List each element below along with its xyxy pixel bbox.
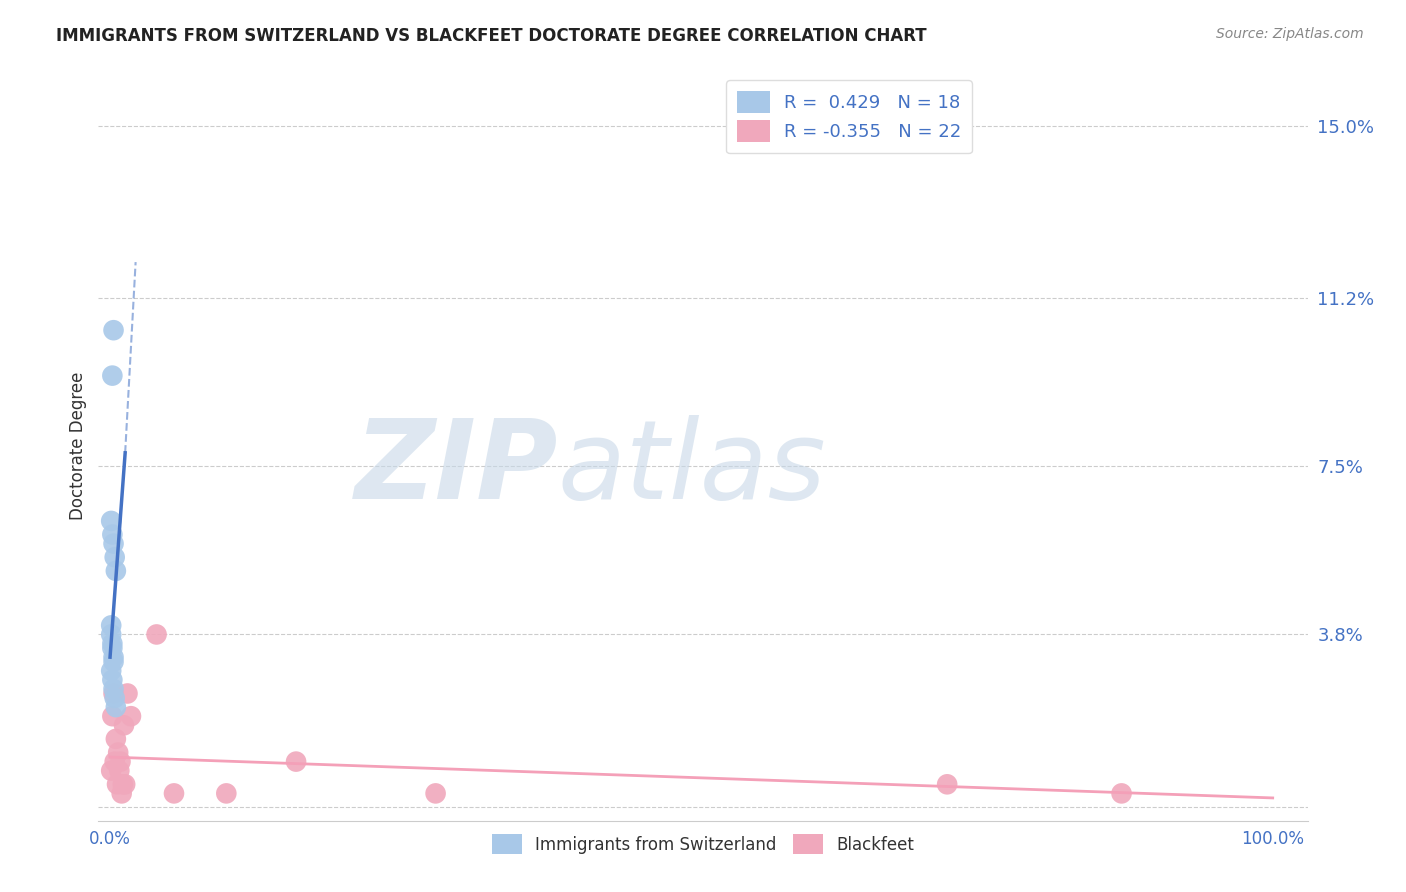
Point (101, 527, 124, 541)
Point (103, 323, 125, 337)
Point (111, 786, 134, 800)
Point (111, 777, 134, 791)
Point (101, 709, 124, 723)
Point (103, 686, 125, 700)
Point (101, 368, 124, 383)
Point (163, 786, 186, 800)
Point (425, 786, 447, 800)
Point (104, 731, 127, 746)
Point (104, 550, 127, 565)
Point (100, 514, 122, 528)
Point (104, 755, 127, 769)
Point (145, 627, 167, 641)
Point (114, 777, 136, 791)
Point (105, 777, 128, 791)
Point (285, 755, 308, 769)
Y-axis label: Doctorate Degree: Doctorate Degree (69, 372, 87, 520)
Text: IMMIGRANTS FROM SWITZERLAND VS BLACKFEET DOCTORATE DEGREE CORRELATION CHART: IMMIGRANTS FROM SWITZERLAND VS BLACKFEET… (56, 27, 927, 45)
Point (101, 636, 124, 650)
Point (103, 655, 125, 669)
Text: Source: ZipAtlas.com: Source: ZipAtlas.com (1216, 27, 1364, 41)
Point (101, 641, 124, 656)
Text: atlas: atlas (558, 415, 827, 522)
Point (104, 564, 127, 578)
Point (100, 618, 122, 632)
Point (103, 650, 125, 665)
Point (101, 673, 124, 687)
Point (120, 709, 142, 723)
Point (104, 691, 127, 706)
Point (104, 700, 127, 714)
Point (117, 686, 139, 700)
Point (100, 664, 122, 678)
Point (936, 777, 959, 791)
Point (103, 536, 125, 550)
Point (110, 755, 132, 769)
Point (103, 681, 125, 696)
Point (107, 746, 129, 760)
Point (100, 764, 122, 778)
Legend: Immigrants from Switzerland, Blackfeet: Immigrants from Switzerland, Blackfeet (485, 828, 921, 861)
Point (112, 718, 135, 732)
Point (215, 786, 238, 800)
Point (100, 627, 122, 641)
Text: ZIP: ZIP (354, 415, 558, 522)
Point (1111, 786, 1133, 800)
Point (108, 764, 131, 778)
